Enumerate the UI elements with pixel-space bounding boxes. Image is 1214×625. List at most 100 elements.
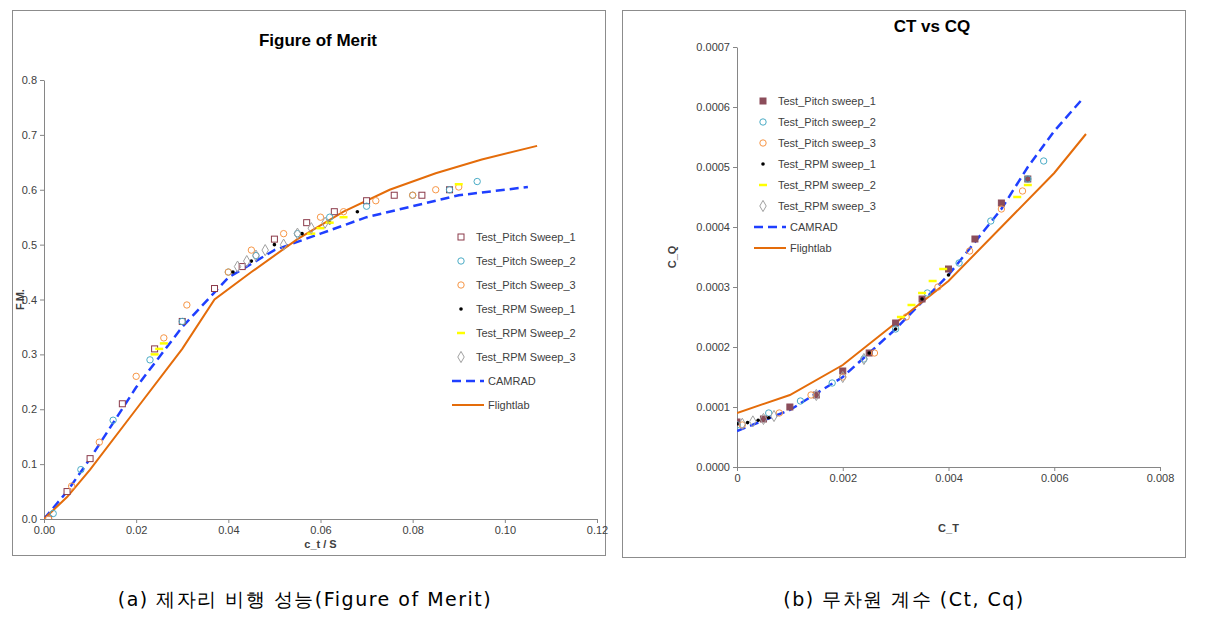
tick-label: 0.008 [1147, 472, 1175, 484]
legend-label: Test_RPM sweep_3 [778, 200, 876, 212]
data-point [840, 371, 846, 382]
tick: 0.10 [495, 519, 516, 536]
legend-label: Test_Pitch sweep_1 [778, 95, 876, 107]
data-point [373, 198, 379, 204]
data-point [797, 398, 803, 404]
tick-label: 0.2 [22, 403, 37, 415]
tick: 0.0007 [696, 41, 737, 53]
legend: Test_Pitch sweep_1 Test_Pitch sweep_2 Test… [754, 95, 876, 254]
data-point [771, 410, 777, 421]
tick-label: 0.002 [829, 472, 857, 484]
data-point [133, 373, 139, 379]
data-point [409, 192, 415, 198]
tick: 0.0005 [696, 161, 737, 173]
tick: 0.002 [829, 467, 857, 484]
tick: 0.0004 [696, 221, 737, 233]
legend-swatch [458, 282, 464, 288]
data-point [767, 416, 771, 420]
tick-mark [1054, 467, 1055, 471]
series-line [44, 146, 537, 519]
data-point [294, 228, 300, 239]
chart-title: Figure of Merit [259, 31, 377, 50]
legend-item: Test_RPM Sweep_1 [459, 303, 575, 315]
tick: 0.6 [22, 184, 44, 196]
tick: 0.004 [935, 467, 963, 484]
data-point [45, 516, 51, 519]
legend-label: Test_RPM sweep_1 [778, 158, 876, 170]
data-point [317, 227, 325, 230]
legend-item: Test_Pitch Sweep_1 [458, 231, 576, 243]
data-point [78, 466, 84, 472]
data-point [939, 268, 947, 271]
legend-swatch [458, 258, 464, 264]
legend-label: Flightlab [488, 399, 530, 411]
legend-swatch [761, 162, 765, 166]
tick: 0.02 [126, 519, 147, 536]
data-point [746, 421, 750, 425]
data-point [1019, 188, 1025, 194]
caption: (a) 제자리 비행 성능(Figure of Merit) [118, 588, 492, 610]
tick-mark [733, 107, 737, 108]
data-point [356, 210, 360, 214]
tick-label: 0.004 [935, 472, 963, 484]
data-point [787, 404, 793, 410]
legend-item: Test_RPM Sweep_2 [457, 327, 576, 339]
legend-swatch [754, 226, 786, 229]
tick-label: 0.0007 [696, 41, 730, 53]
data-point [96, 439, 102, 445]
data-point [419, 192, 425, 198]
tick: 0.0000 [696, 461, 737, 473]
data-point [280, 239, 286, 250]
tick-label: 0.7 [22, 129, 37, 141]
tick-label: 0.1 [22, 458, 37, 470]
legend-label: Test_Pitch sweep_2 [778, 116, 876, 128]
tick-mark [733, 47, 737, 48]
data-point [929, 280, 937, 283]
tick-label: 0.0000 [696, 461, 730, 473]
tick: 0.2 [22, 403, 44, 415]
series-line [737, 101, 1081, 431]
data-point [225, 269, 231, 275]
tick-mark [733, 467, 737, 468]
axis-line [737, 48, 738, 468]
axis-line [44, 81, 45, 520]
chart-panel: 00.0020.0040.0060.0080.00000.00010.00020… [623, 11, 1186, 611]
x-axis: 0.000.020.040.060.080.100.12 [34, 519, 608, 536]
data-point [474, 178, 480, 184]
legend-swatch [754, 247, 786, 249]
tick: 0.08 [402, 519, 423, 536]
legend-label: Test_Pitch Sweep_1 [476, 231, 576, 243]
tick-mark [597, 519, 598, 523]
tick: 0.0 [22, 513, 44, 525]
tick-label: 0.0001 [696, 401, 730, 413]
tick: 0.0003 [696, 281, 737, 293]
tick-mark [733, 287, 737, 288]
figure: 0.000.020.040.060.080.100.120.00.10.20.3… [0, 0, 1214, 625]
data-point [212, 286, 218, 292]
data-point [234, 261, 240, 272]
data-point [894, 327, 898, 331]
data-point [331, 209, 337, 215]
legend: Test_Pitch Sweep_1 Test_Pitch Sweep_2 Test… [452, 231, 576, 411]
tick-label: 0.04 [218, 524, 239, 536]
data-point [110, 417, 116, 423]
tick-label: 0.6 [22, 184, 37, 196]
legend-item: Test_Pitch Sweep_3 [458, 279, 576, 291]
data-point [1013, 196, 1021, 199]
tick-label: 0.0005 [696, 161, 730, 173]
data-point [273, 243, 277, 247]
data-point [935, 284, 941, 290]
data-point [160, 342, 168, 345]
data-point [1025, 176, 1031, 182]
legend-label: Test_RPM Sweep_1 [476, 303, 576, 315]
tick: 0.5 [22, 239, 44, 251]
legend-swatch [760, 119, 766, 125]
legend-swatch [457, 332, 465, 335]
tick-mark [733, 407, 737, 408]
data-point [262, 245, 268, 256]
tick-label: 0.8 [22, 74, 37, 86]
legend-item: Test_RPM sweep_3 [760, 200, 876, 212]
x-axis: 00.0020.0040.0060.008 [734, 467, 1174, 484]
caption: (b) 무차원 계수 (Ct, Cq) [783, 588, 1024, 610]
legend-item: Test_Pitch Sweep_2 [458, 255, 576, 267]
